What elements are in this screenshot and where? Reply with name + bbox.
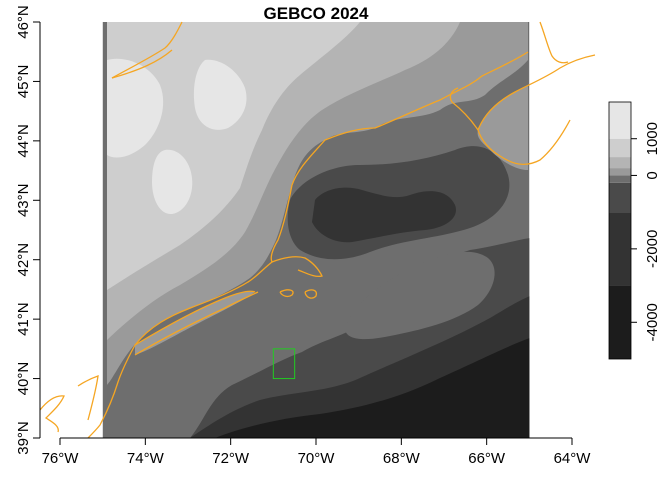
colorbar-tick-label: -2000: [644, 230, 661, 268]
coastline-segment: [270, 184, 323, 278]
y-tick-label: 40°N: [15, 362, 32, 396]
georges-bank: [345, 251, 495, 340]
coastline-segment: [279, 289, 294, 298]
y-tick-label: 41°N: [15, 302, 32, 336]
gulf-of-maine-deep: [312, 187, 456, 243]
x-tick-label: 66°W: [468, 450, 506, 467]
highlands: [107, 22, 360, 290]
colorbar-frame: [608, 101, 632, 360]
x-tick-label: 76°W: [42, 450, 80, 467]
adirondack-peaks: [107, 58, 164, 158]
y-tick-label: 44°N: [15, 124, 32, 158]
green-mountain-peaks: [152, 149, 193, 215]
coastline-segment: [111, 21, 183, 79]
coastline-segment: [77, 375, 99, 421]
coastline-segment: [134, 291, 259, 356]
colorbar-band: [609, 212, 631, 286]
y-tick-label: 45°N: [15, 65, 32, 99]
white-mountain-peaks: [193, 59, 247, 130]
y-tick-label: 42°N: [15, 243, 32, 277]
y-tick-label: 46°N: [15, 5, 32, 39]
coastline-overlay: [39, 21, 596, 439]
colorbar-band: [609, 138, 631, 158]
x-tick-label: 64°W: [554, 450, 592, 467]
colorbar-tick-label: -4000: [644, 303, 661, 341]
colorbar-band: [609, 175, 631, 183]
colorbar-band: [609, 157, 631, 169]
colorbar-band: [609, 182, 631, 213]
bathymetry-raster: [102, 22, 530, 438]
x-tick-label: 68°W: [383, 450, 421, 467]
depth-colorbar: 1000 0 -2000 -4000: [608, 101, 661, 360]
coastline-segment: [477, 119, 571, 166]
study-area-box: [272, 348, 296, 380]
colorbar-tick-label: 0: [644, 171, 661, 179]
coastline-segment: [539, 21, 569, 64]
coastline-segment: [39, 395, 65, 433]
new-jersey-coast: [107, 365, 130, 438]
colorbar-band: [609, 285, 631, 359]
colorbar-band: [609, 168, 631, 176]
coastline-segment: [304, 289, 318, 299]
x-tick-label: 74°W: [127, 450, 165, 467]
x-tick-label: 72°W: [212, 450, 250, 467]
y-tick-label: 39°N: [15, 421, 32, 455]
map-title: GEBCO 2024: [264, 4, 369, 23]
colorbar-band: [609, 102, 631, 139]
coastline-segment: [134, 290, 256, 346]
coastline-segment: [477, 54, 596, 131]
y-tick-label: 43°N: [15, 184, 32, 218]
coastline-segment: [291, 51, 529, 186]
latitude-axis: 39°N 40°N 41°N 42°N 43°N 44°N 45°N 46°N: [15, 5, 41, 455]
x-tick-label: 70°W: [298, 450, 336, 467]
abyssal-plain: [215, 338, 530, 438]
coastline-segment: [111, 49, 173, 79]
longitude-axis: 76°W 74°W 72°W 70°W 68°W 66°W 64°W: [42, 437, 592, 467]
coastline-segment: [449, 87, 479, 131]
colorbar-tick-label: 1000: [644, 122, 661, 155]
